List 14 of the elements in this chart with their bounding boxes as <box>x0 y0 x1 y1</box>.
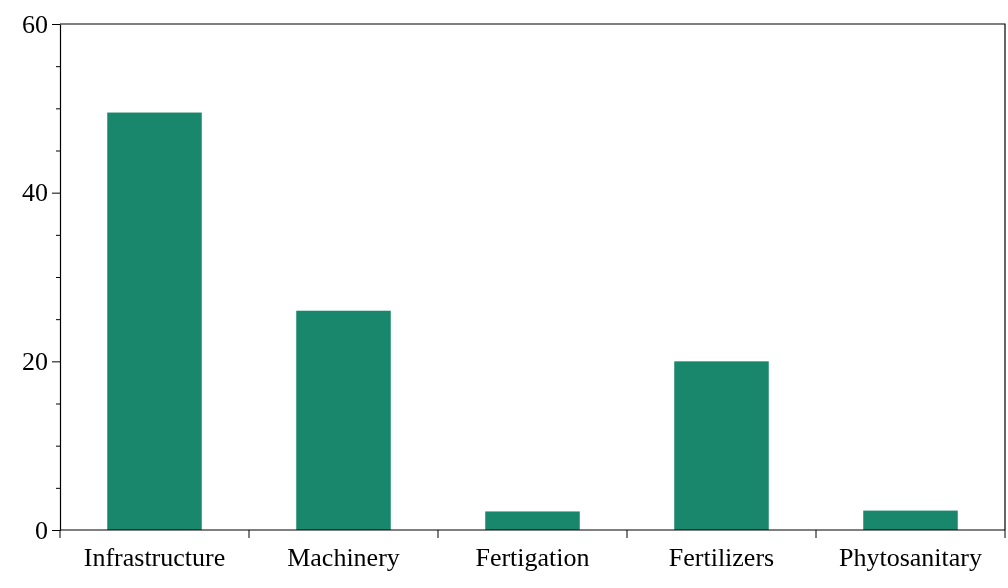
y-tick-label: 0 <box>35 515 48 545</box>
y-tick-label: 60 <box>22 9 48 39</box>
x-tick-label: Fertilizers <box>668 543 775 572</box>
x-tick-label: Infrastructure <box>83 543 226 572</box>
bar <box>863 510 958 530</box>
y-tick-label: 20 <box>22 347 48 377</box>
bar <box>485 511 580 530</box>
bar <box>674 361 769 530</box>
bar <box>296 310 391 530</box>
x-tick-label: Fertigation <box>475 543 590 572</box>
y-tick-label: 40 <box>22 178 48 208</box>
x-tick-label: Phytosanitary <box>839 543 982 572</box>
bar <box>107 112 202 530</box>
x-tick-label: Machinery <box>287 543 400 572</box>
